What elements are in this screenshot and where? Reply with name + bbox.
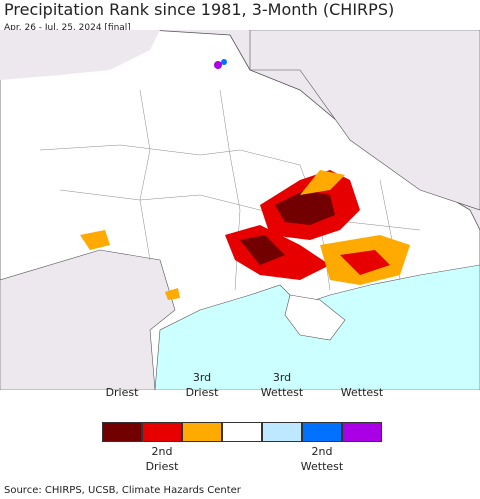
legend-swatch — [222, 422, 262, 442]
legend-swatch — [102, 422, 142, 442]
legend-swatch — [302, 422, 342, 442]
legend-label: Driest — [105, 386, 139, 399]
legend-label: 3rd Wettest — [260, 371, 304, 399]
legend-swatch — [342, 422, 382, 442]
map — [0, 30, 480, 390]
precip-patches — [80, 59, 410, 300]
legend-swatch — [262, 422, 302, 442]
subtitle: Apr. 26 - Jul. 25, 2024 [final] — [4, 23, 131, 33]
legend-label: Wettest — [340, 386, 384, 399]
source: Source: CHIRPS, UCSB, Climate Hazards Ce… — [4, 485, 241, 496]
legend-label: 3rd Driest — [185, 371, 219, 399]
legend-swatch — [142, 422, 182, 442]
legend-label: 2nd Driest — [145, 445, 179, 473]
legend-swatch — [182, 422, 222, 442]
legend-label: 2nd Wettest — [300, 445, 344, 473]
title: Precipitation Rank since 1981, 3-Month (… — [4, 0, 395, 19]
